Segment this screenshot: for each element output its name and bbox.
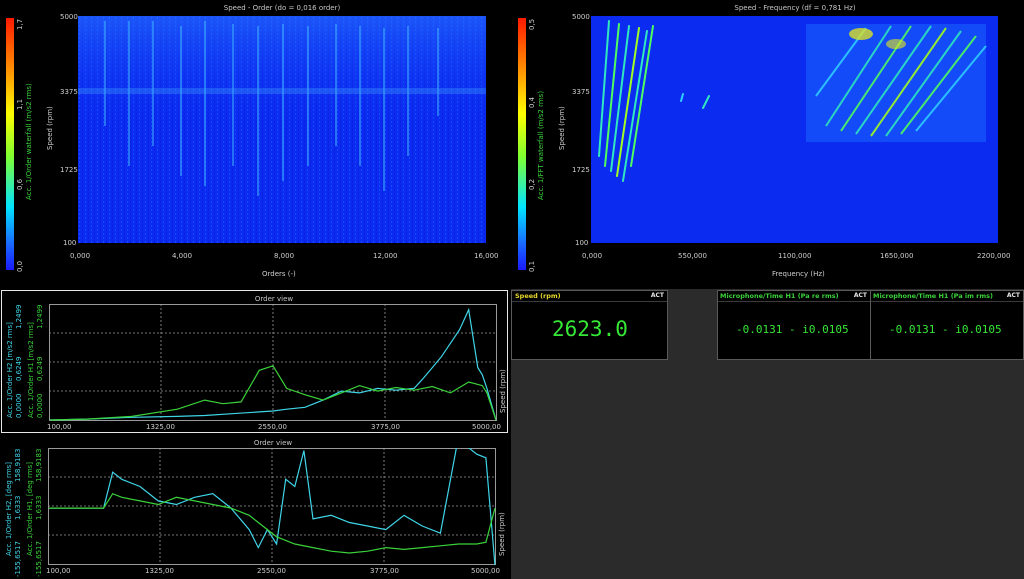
order-view-1-xtick: 3775,00	[371, 423, 400, 431]
order-view-2-xtick: 5000,00	[471, 567, 500, 575]
freq-xtick: 1100,000	[778, 252, 812, 260]
order-waterfall-xlabel: Orders (-)	[262, 270, 296, 278]
order-waterfall-ylabel: Speed (rpm)	[46, 106, 54, 150]
order-view-1-cyan-tick: 0,0000	[15, 393, 23, 419]
speed-display-act-badge: ACT	[650, 292, 664, 299]
order-view-1-xtick: 100,00	[47, 423, 72, 431]
order-view-2-xtick: 2550,00	[257, 567, 286, 575]
mic-re-display[interactable]: Microphone/Time H1 (Pa re rms) ACT -0.01…	[717, 290, 871, 360]
freq-ytick: 1725	[572, 166, 590, 174]
order-view-1-cyan-label: Acc. 1/Order H2 [m/s2 rms]	[6, 322, 14, 418]
order-ytick: 5000	[60, 13, 78, 21]
freq-waterfall-xlabel: Frequency (Hz)	[772, 270, 825, 278]
order-view-2-right-label: Speed (rpm)	[498, 512, 506, 556]
order-view-1-green-label: Acc. 1/Order H1 [m/s2 rms]	[27, 322, 35, 418]
order-colorbar-tick: 0,6	[16, 178, 24, 190]
freq-colorbar	[518, 18, 526, 270]
order-xtick: 8,000	[274, 252, 295, 260]
order-ytick: 100	[63, 239, 77, 247]
freq-waterfall-ylabel: Speed (rpm)	[558, 106, 566, 150]
order-waterfall-plot	[78, 16, 486, 243]
order-view-amplitude[interactable]: Order view Acc. 1/Order H2 [m/s2 rms] 1,…	[1, 290, 508, 433]
order-view-2-xtick: 1325,00	[145, 567, 174, 575]
freq-ytick: 5000	[572, 13, 590, 21]
order-view-1-plot	[49, 304, 497, 421]
mic-im-title: Microphone/Time H1 (Pa im rms)	[873, 292, 993, 300]
order-view-1-cyan-tick: 0,6249	[15, 356, 23, 382]
order-xtick: 4,000	[172, 252, 193, 260]
order-view-1-xtick: 2550,00	[258, 423, 287, 431]
mic-re-title: Microphone/Time H1 (Pa re rms)	[720, 292, 839, 300]
freq-xtick: 550,000	[678, 252, 707, 260]
freq-colorbar-label: Acc. 1/FFT waterfall (m/s2 rms)	[537, 90, 545, 200]
speed-display-title: Speed (rpm)	[515, 292, 561, 300]
order-view-1-green-tick: 0,6249	[36, 356, 44, 382]
order-view-2-green-tick: -155,6517	[35, 541, 43, 577]
freq-colorbar-tick: 0,5	[528, 18, 536, 30]
order-colorbar-tick: 0,0	[16, 260, 24, 272]
order-view-2-green-label: Acc. 1/Order H1, [deg rms]	[26, 461, 34, 556]
order-view-1-series-line-1	[49, 365, 497, 421]
mic-im-display[interactable]: Microphone/Time H1 (Pa im rms) ACT -0.01…	[870, 290, 1024, 360]
order-view-1-xtick: 1325,00	[146, 423, 175, 431]
order-waterfall-title: Speed - Order (do = 0,016 order)	[223, 4, 341, 12]
order-view-1-green-tick: 1,2499	[36, 304, 44, 330]
order-colorbar-tick: 1,7	[16, 18, 24, 30]
speed-display[interactable]: Speed (rpm) ACT 2623.0	[511, 290, 668, 360]
freq-ytick: 3375	[572, 88, 590, 96]
order-view-2-cyan-tick: -155,6517	[14, 541, 22, 577]
speed-display-header: Speed (rpm) ACT	[512, 291, 667, 302]
mic-re-header: Microphone/Time H1 (Pa re rms) ACT	[718, 291, 870, 302]
speed-display-value: 2623.0	[552, 317, 628, 341]
mic-im-act-badge: ACT	[1006, 292, 1020, 299]
freq-xtick: 2200,000	[977, 252, 1011, 260]
freq-colorbar-tick: 0,4	[528, 96, 536, 108]
order-view-2-cyan-label: Acc. 1/Order H2, [deg rms]	[5, 461, 13, 556]
freq-waterfall-title: Speed - Frequency (df = 0,781 Hz)	[734, 4, 856, 12]
order-view-2-plot	[48, 448, 496, 565]
order-view-2-series-line-1	[49, 492, 496, 554]
order-colorbar	[6, 18, 14, 270]
order-view-2-green-tick: 158,9183	[35, 448, 43, 482]
order-view-1-series-line-0	[49, 307, 497, 421]
order-ytick: 1725	[60, 166, 78, 174]
freq-colorbar-tick: 0,2	[528, 178, 536, 190]
order-view-2-xtick: 3775,00	[370, 567, 399, 575]
freq-xtick: 0,000	[582, 252, 603, 260]
freq-colorbar-tick: 0,1	[528, 260, 536, 272]
order-xtick: 0,000	[70, 252, 91, 260]
order-view-2-green-tick: 1,6333	[35, 495, 43, 521]
freq-waterfall-panel: 0,5 0,4 0,2 0,1 Acc. 1/FFT waterfall (m/…	[512, 0, 1024, 288]
order-colorbar-tick: 1,1	[16, 98, 24, 110]
order-xtick: 16,000	[474, 252, 499, 260]
order-view-2-title: Order view	[253, 439, 293, 447]
order-colorbar-label: Acc. 1/Order waterfall (m/s2 rms)	[25, 83, 33, 200]
order-view-2-series-line-0	[49, 448, 496, 565]
order-view-phase[interactable]: Order view Acc. 1/Order H2, [deg rms] 15…	[1, 436, 508, 579]
order-view-1-cyan-tick: 1,2499	[15, 304, 23, 330]
order-view-1-xtick: 5000,00	[472, 423, 501, 431]
order-view-2-cyan-tick: 158,9183	[14, 448, 22, 482]
freq-waterfall-plot	[591, 16, 998, 243]
order-view-1-right-label: Speed (rpm)	[499, 369, 507, 413]
order-ytick: 3375	[60, 88, 78, 96]
mic-im-value: -0.0131 - i0.0105	[889, 323, 1002, 336]
freq-xtick: 1650,000	[880, 252, 914, 260]
order-view-2-xtick: 100,00	[46, 567, 71, 575]
order-view-2-cyan-tick: 1,6333	[14, 495, 22, 521]
order-view-1-green-tick: 0,0000	[36, 393, 44, 419]
freq-ytick: 100	[575, 239, 589, 247]
order-xtick: 12,000	[373, 252, 398, 260]
mic-re-act-badge: ACT	[853, 292, 867, 299]
mic-re-value: -0.0131 - i0.0105	[736, 323, 849, 336]
order-waterfall-panel: 1,7 1,1 0,6 0,0 Acc. 1/Order waterfall (…	[0, 0, 510, 288]
mic-im-header: Microphone/Time H1 (Pa im rms) ACT	[871, 291, 1023, 302]
order-view-1-title: Order view	[254, 295, 294, 303]
